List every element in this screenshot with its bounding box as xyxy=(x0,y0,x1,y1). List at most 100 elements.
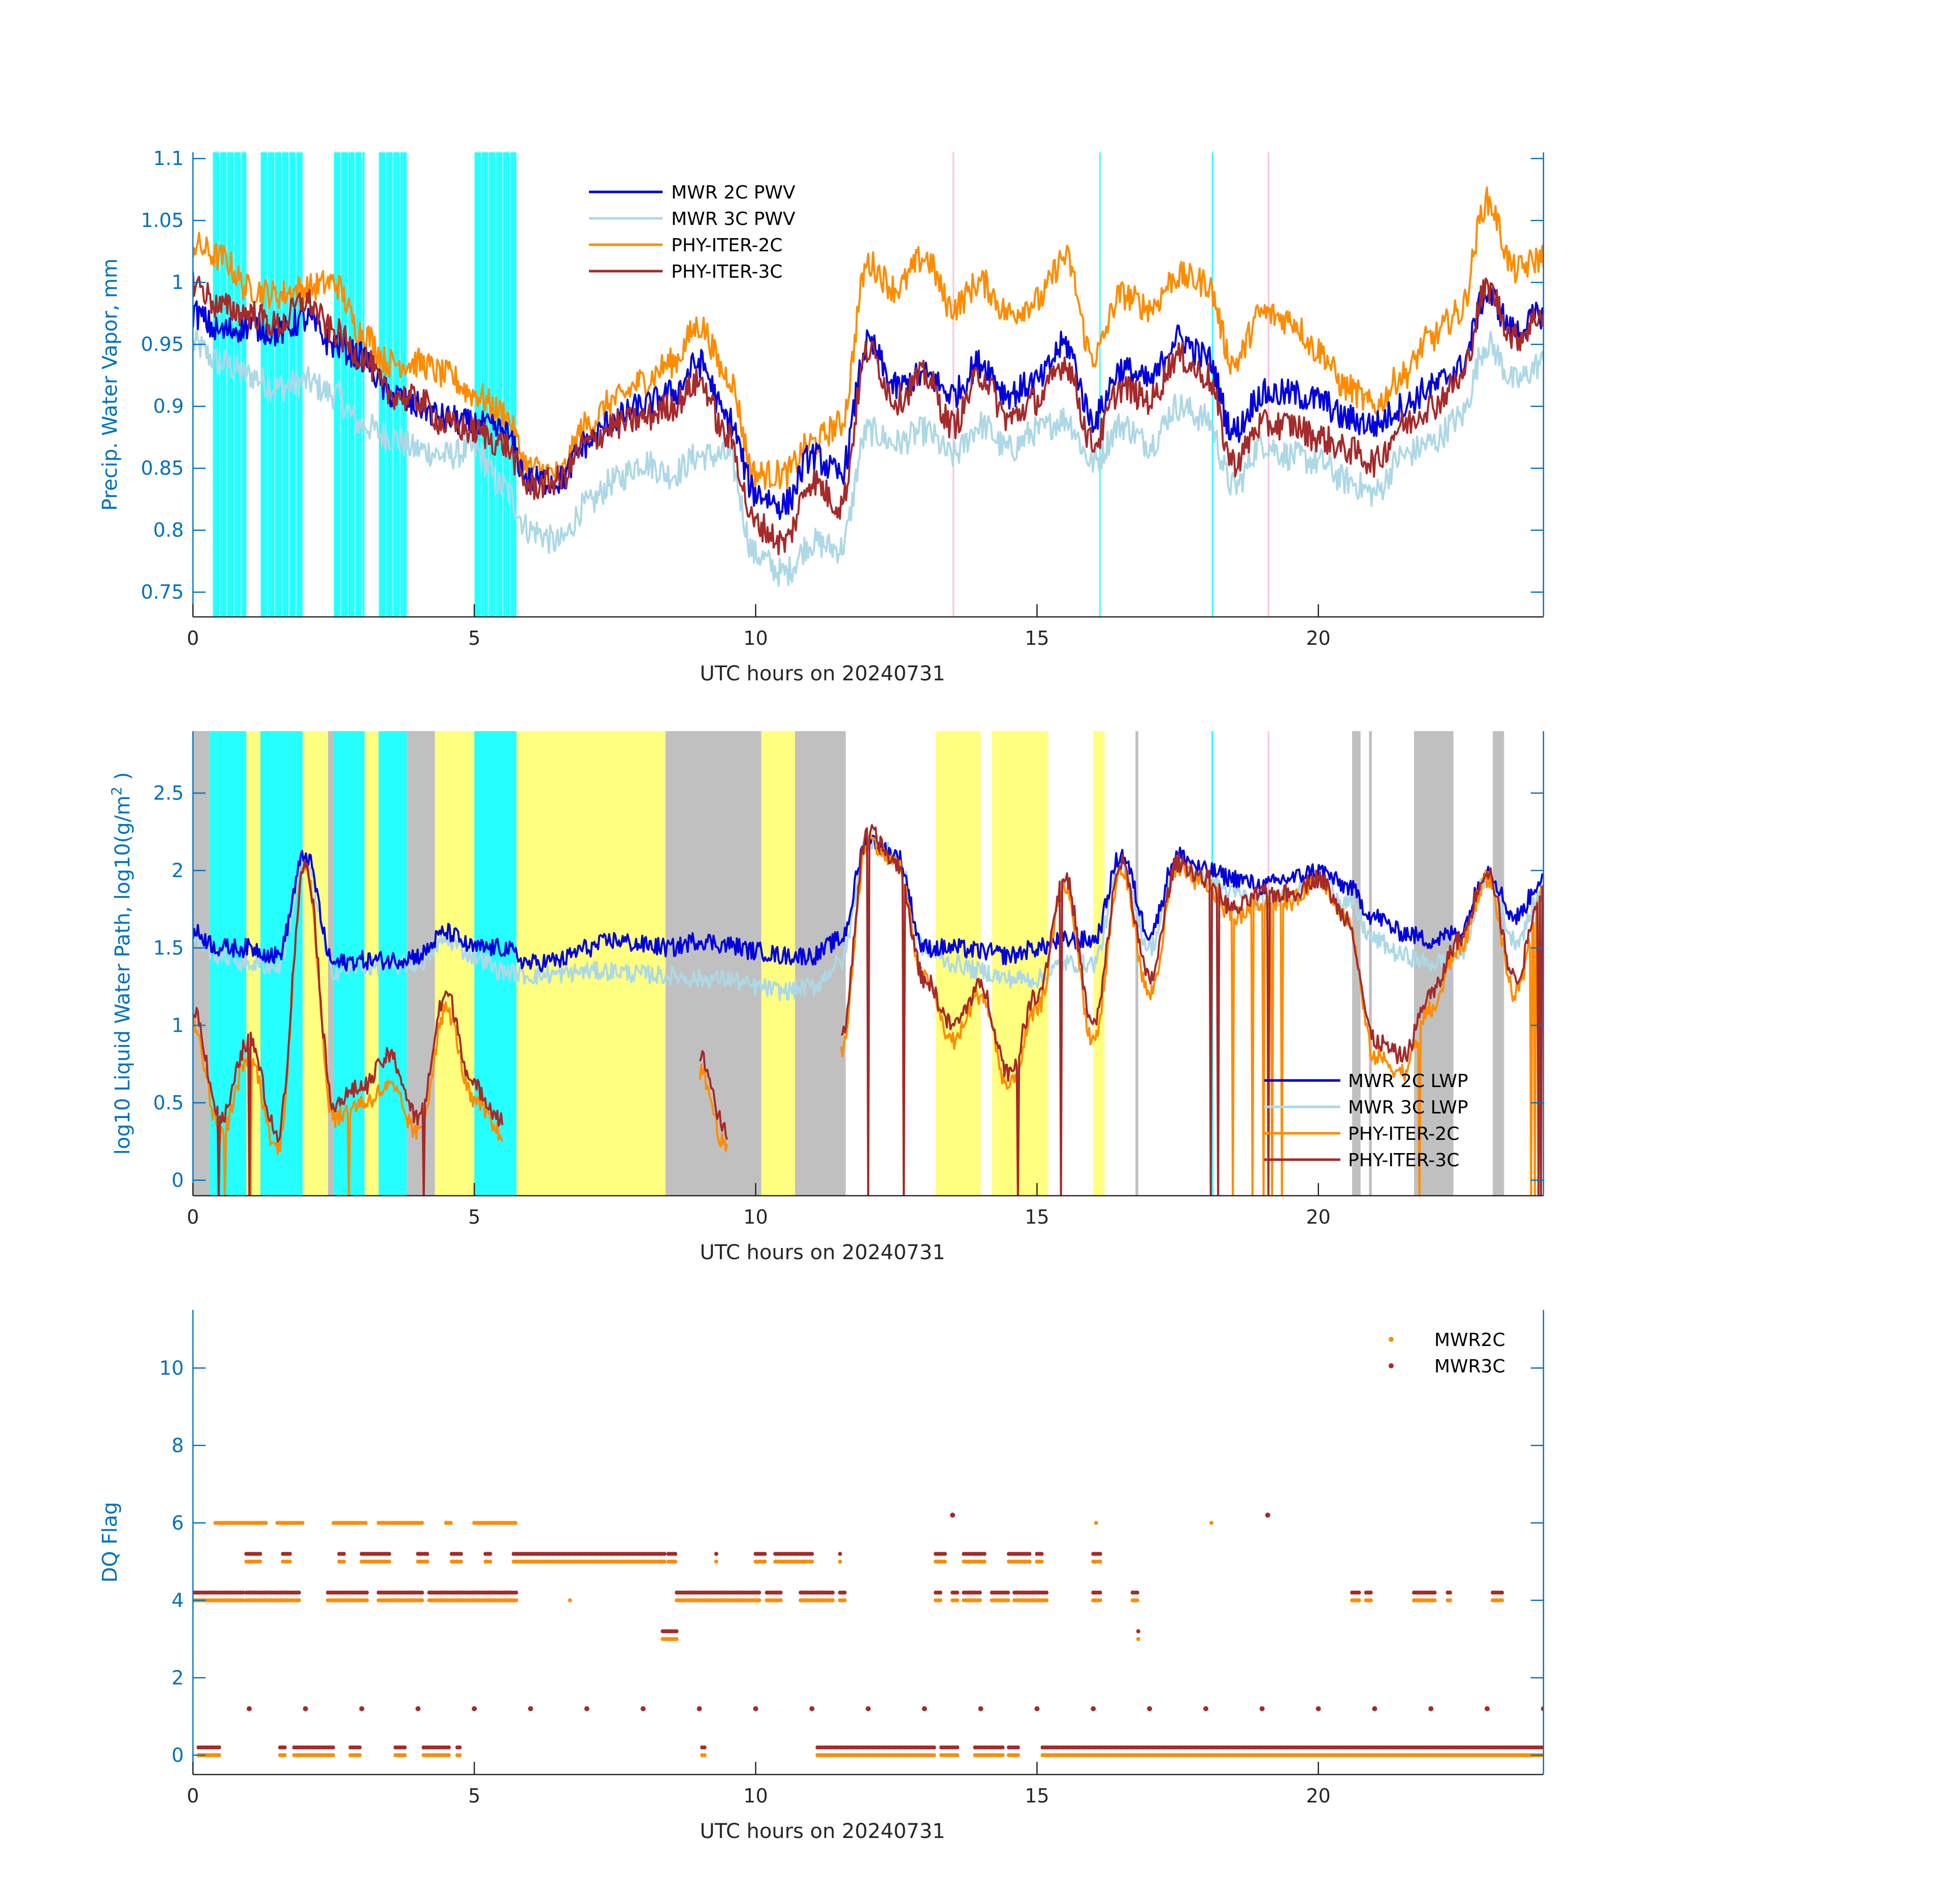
dq-point xyxy=(1368,1598,1373,1602)
panel-dq: 0 5 10 15 20 0 2 4 6 8 10 UTC hours on 20240731 DQ F… xyxy=(98,1310,1544,1843)
legend-label: MWR3C xyxy=(1434,1356,1505,1377)
dq-point xyxy=(1500,1590,1504,1595)
y-axis-title: log10 Liquid Water Path, log10(g/m2 ) xyxy=(108,772,135,1155)
y-tick-label: 0.95 xyxy=(141,333,184,355)
x-tick-label: 15 xyxy=(1025,1785,1049,1807)
band-gray-0 xyxy=(193,731,210,1196)
x-tick-label: 5 xyxy=(468,1785,480,1807)
y-tick-label: 2.5 xyxy=(153,782,184,804)
dq-point xyxy=(1136,1637,1140,1642)
dq-point xyxy=(1265,1513,1270,1518)
dq-point xyxy=(702,1745,707,1750)
y-tick-label: 0.9 xyxy=(153,395,184,417)
dq-point xyxy=(514,1590,518,1595)
band-gray-13 xyxy=(666,731,762,1196)
dq-point xyxy=(1098,1559,1102,1564)
dq-point xyxy=(1432,1598,1437,1602)
dq-point xyxy=(359,1706,365,1712)
dq-point xyxy=(955,1590,960,1595)
dq-point xyxy=(458,1559,463,1564)
dq-point xyxy=(982,1559,986,1564)
legend-label: MWR 2C LWP xyxy=(1348,1071,1468,1092)
x-axis-title: UTC hours on 20240731 xyxy=(700,1241,945,1264)
series-mwr3c xyxy=(193,1513,1543,1750)
dq-point xyxy=(977,1598,982,1602)
dq-point xyxy=(702,1753,707,1757)
dq-point xyxy=(831,1590,835,1595)
dq-point xyxy=(584,1706,589,1712)
band-yellow-18 xyxy=(1093,731,1105,1196)
series-line-phy2c xyxy=(193,186,1543,490)
dq-point xyxy=(1016,1753,1021,1757)
dq-point xyxy=(757,1590,762,1595)
legend-label: MWR 3C LWP xyxy=(1348,1097,1468,1118)
dq-point xyxy=(950,1513,956,1518)
dq-point xyxy=(1044,1590,1049,1595)
dq-point xyxy=(674,1637,679,1642)
dq-point xyxy=(842,1598,847,1602)
dq-point xyxy=(282,1745,287,1750)
dq-point xyxy=(763,1552,767,1556)
dq-point xyxy=(1098,1590,1102,1595)
y-tick-label: 10 xyxy=(159,1357,184,1379)
dq-point xyxy=(714,1552,718,1556)
series-mwr2c xyxy=(193,1521,1543,1757)
legend-label: PHY-ITER-3C xyxy=(671,261,782,282)
dq-point xyxy=(1098,1598,1102,1602)
dq-point xyxy=(425,1559,430,1564)
x-tick-label: 15 xyxy=(1025,1206,1049,1228)
dq-point xyxy=(241,1590,245,1595)
dq-point xyxy=(753,1706,759,1712)
x-axis-title: UTC hours on 20240731 xyxy=(700,1820,945,1843)
dq-point xyxy=(365,1598,369,1602)
dq-point xyxy=(831,1598,835,1602)
dq-point xyxy=(662,1559,667,1564)
dq-point xyxy=(1039,1552,1044,1556)
y-tick-label: 0.85 xyxy=(141,457,184,479)
dq-point xyxy=(568,1598,572,1602)
dq-point xyxy=(938,1590,942,1595)
dq-point xyxy=(640,1706,646,1712)
band-gray-15 xyxy=(795,731,846,1196)
dq-point xyxy=(1428,1706,1434,1712)
y-tick-label: 2 xyxy=(172,1666,184,1689)
band-cyan-6 xyxy=(1099,152,1101,617)
dq-point xyxy=(977,1590,982,1595)
dq-point xyxy=(246,1706,252,1712)
dq-point xyxy=(1006,1590,1010,1595)
x-tick-label: 20 xyxy=(1306,627,1330,649)
dq-point xyxy=(714,1559,718,1564)
legend-label: PHY-ITER-2C xyxy=(1348,1124,1459,1144)
dq-point xyxy=(757,1598,762,1602)
dq-point xyxy=(331,1745,335,1750)
dq-point xyxy=(1094,1521,1098,1525)
dq-point xyxy=(264,1521,268,1525)
legend-label: MWR 2C PWV xyxy=(671,182,796,203)
band-gray-19 xyxy=(1135,731,1138,1196)
x-tick-label: 10 xyxy=(743,1206,768,1228)
band-gray-23 xyxy=(1369,731,1372,1196)
dq-point xyxy=(1027,1559,1032,1564)
dq-point xyxy=(303,1706,308,1712)
dq-point xyxy=(1034,1706,1040,1712)
dq-point xyxy=(1315,1706,1321,1712)
band-yellow-14 xyxy=(761,731,795,1196)
legend-label: PHY-ITER-2C xyxy=(671,235,782,256)
dq-point xyxy=(1259,1706,1265,1712)
dq-point xyxy=(810,1559,814,1564)
dq-point xyxy=(357,1753,362,1757)
band-gray-25 xyxy=(1493,731,1504,1196)
dq-point xyxy=(357,1745,362,1750)
dq-point xyxy=(446,1753,451,1757)
dq-point xyxy=(955,1753,960,1757)
dq-point xyxy=(778,1598,783,1602)
x-tick-label: 20 xyxy=(1306,1785,1330,1807)
y-tick-label: 1 xyxy=(172,271,184,293)
legend-swatch xyxy=(1389,1337,1394,1342)
dq-point xyxy=(673,1552,678,1556)
dq-point xyxy=(1485,1706,1490,1712)
band-yellow-17 xyxy=(992,731,1048,1196)
y-axis-title: DQ Flag xyxy=(98,1502,122,1583)
band-pink-8 xyxy=(1267,152,1269,617)
dq-point xyxy=(1368,1590,1373,1595)
